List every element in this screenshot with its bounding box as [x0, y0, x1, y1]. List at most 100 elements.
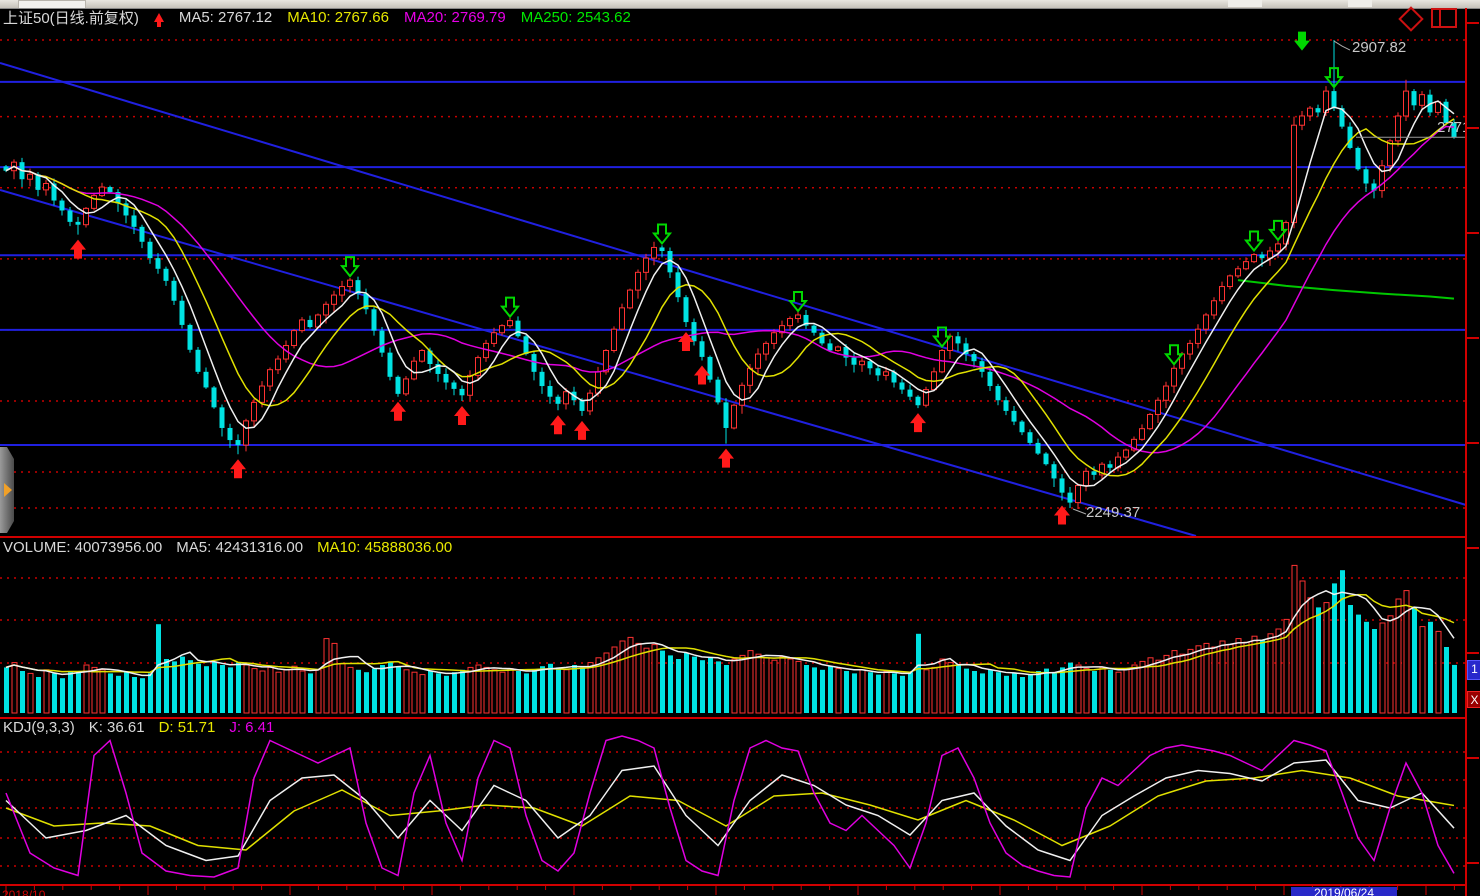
candle	[211, 387, 217, 408]
volume-bar	[1211, 646, 1218, 714]
volume-bar	[1227, 644, 1234, 714]
volume-bar	[99, 669, 106, 714]
volume-header: VOLUME: 40073956.00 MA5: 42431316.00 MA1…	[3, 539, 466, 556]
buy-arrow-icon	[454, 405, 470, 425]
candle	[643, 257, 649, 273]
volume-bar	[763, 657, 770, 714]
volume-bar	[580, 667, 585, 713]
candle	[203, 371, 209, 388]
candle	[1091, 471, 1097, 475]
volume-bar	[140, 678, 145, 713]
expand-left-panel-button[interactable]	[0, 447, 14, 533]
volume-bar	[540, 666, 545, 713]
candle	[1315, 108, 1321, 113]
chart-title: 上证50(日线.前复权)	[3, 10, 139, 27]
kdj-pane[interactable]	[5, 735, 1455, 878]
candle	[1299, 115, 1305, 126]
candle	[187, 324, 193, 350]
volume-bar	[1155, 659, 1162, 714]
candle	[787, 318, 793, 327]
candle	[1291, 124, 1297, 224]
candle	[627, 289, 633, 309]
volume-bar	[643, 647, 650, 714]
candle	[347, 279, 353, 288]
volume-bar	[1187, 648, 1194, 714]
candle	[355, 280, 361, 294]
volume-bar	[972, 671, 977, 713]
candle	[131, 215, 137, 227]
volume-bar	[1403, 590, 1410, 714]
candle	[291, 330, 297, 347]
volume-pane[interactable]	[4, 564, 1457, 714]
candle	[1051, 464, 1057, 479]
split-window-icon[interactable]	[1431, 8, 1457, 28]
volume-bar	[627, 636, 634, 714]
volume-bar	[820, 669, 825, 713]
candle	[971, 354, 977, 362]
axis-date-selected[interactable]: 2019/06/24	[1291, 887, 1397, 896]
candle	[1307, 107, 1313, 117]
candle	[771, 332, 777, 344]
buy-arrow-icon	[694, 365, 710, 385]
candle	[915, 396, 921, 406]
volume-ma10: MA10: 45888036.00	[317, 539, 453, 556]
volume-bar	[475, 664, 482, 714]
volume-bar	[1075, 664, 1082, 714]
pane-close-button[interactable]: X	[1467, 691, 1480, 708]
volume-bar	[132, 677, 137, 713]
volume-bar	[660, 650, 665, 713]
volume-bar	[267, 666, 274, 714]
volume-bar	[43, 669, 50, 714]
volume-bar	[892, 673, 897, 713]
candle	[651, 246, 657, 259]
volume-bar	[835, 668, 842, 714]
toolbar-button[interactable]	[18, 0, 86, 8]
candle	[43, 182, 49, 191]
candle	[1099, 463, 1105, 476]
candle	[171, 280, 177, 301]
candle	[595, 371, 601, 394]
pane-scale-button[interactable]: 1	[1467, 660, 1480, 680]
candle	[851, 357, 857, 365]
volume-bar	[692, 656, 697, 713]
buy-arrow-icon	[1054, 505, 1070, 525]
ma10-label: MA10: 2767.66	[287, 9, 389, 26]
volume-bar	[611, 646, 618, 714]
volume-bar	[1068, 662, 1073, 713]
volume-bar	[859, 669, 866, 714]
ma-lines	[5, 100, 1455, 487]
sell-arrow-icon	[1163, 344, 1185, 366]
volume-bar	[1291, 564, 1298, 714]
sell-arrow-icon	[1267, 219, 1289, 242]
volume-bar	[1275, 628, 1282, 714]
volume-bar	[619, 640, 626, 714]
candle	[1211, 300, 1217, 316]
volume-value: VOLUME: 40073956.00	[3, 539, 163, 556]
volume-bar	[76, 671, 81, 713]
volume-bar	[259, 670, 266, 714]
volume-bar	[771, 659, 778, 714]
volume-bar	[164, 659, 169, 713]
volume-bar	[11, 662, 18, 714]
volume-bar	[444, 675, 449, 713]
candle	[515, 320, 521, 337]
volume-bar	[595, 657, 602, 714]
volume-bar	[1267, 633, 1274, 714]
candle	[1259, 254, 1265, 259]
volume-bar	[483, 666, 490, 714]
volume-bar	[572, 665, 577, 713]
volume-bar	[299, 670, 306, 714]
volume-bar	[532, 669, 537, 713]
volume-bar	[1028, 674, 1033, 713]
signal-markers	[70, 31, 1345, 525]
volume-bar	[1219, 640, 1226, 714]
volume-bar	[339, 663, 346, 714]
volume-bar	[228, 667, 233, 713]
volume-bar	[196, 663, 201, 713]
candle	[795, 314, 801, 320]
up-arrow-icon	[153, 13, 164, 27]
volume-bar	[731, 658, 738, 714]
candle	[475, 357, 481, 376]
